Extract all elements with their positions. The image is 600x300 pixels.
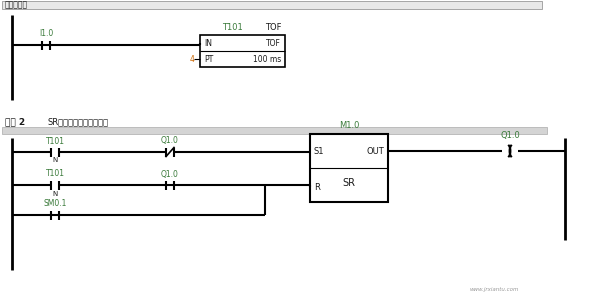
Text: OUT: OUT [366, 146, 384, 155]
Text: Q1.0: Q1.0 [161, 169, 179, 178]
Text: SR: SR [343, 178, 355, 188]
Text: 防抖抄措施: 防抖抄措施 [5, 1, 28, 10]
Text: N: N [52, 158, 58, 164]
Text: TOF: TOF [266, 38, 281, 47]
Bar [0, 115, 600, 300]
Bar [200, 35, 285, 67]
Text: www.jrxiantu.com: www.jrxiantu.com [470, 287, 520, 292]
Bar [2, 1, 542, 9]
Text: R: R [314, 182, 320, 191]
Text: SR触发器构成双稳态电路: SR触发器构成双稳态电路 [48, 118, 109, 127]
Text: M1.0: M1.0 [339, 121, 359, 130]
Text: TOF: TOF [265, 23, 282, 32]
Text: PT: PT [204, 55, 213, 64]
Text: Q1.0: Q1.0 [500, 131, 520, 140]
Text: 100 ms: 100 ms [253, 55, 281, 64]
Text: Q1.0: Q1.0 [161, 136, 179, 146]
Text: T101: T101 [46, 136, 65, 146]
Text: IN: IN [204, 38, 212, 47]
Text: S1: S1 [314, 146, 325, 155]
Bar [310, 134, 388, 202]
Bar [2, 127, 547, 134]
Bar [0, 0, 600, 115]
Text: T101: T101 [222, 23, 242, 32]
Text: T101: T101 [46, 169, 65, 178]
Text: 网路 2: 网路 2 [5, 118, 25, 127]
Text: 4: 4 [189, 55, 194, 64]
Text: I1.0: I1.0 [39, 29, 53, 38]
Text: SM0.1: SM0.1 [43, 200, 67, 208]
Text: N: N [52, 190, 58, 196]
